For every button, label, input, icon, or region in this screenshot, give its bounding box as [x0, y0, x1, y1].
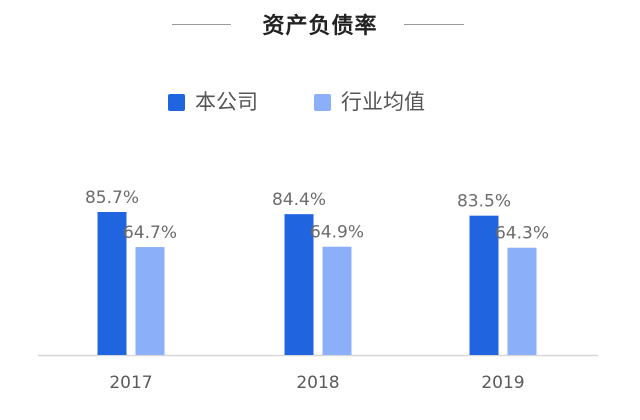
legend-swatch-industry: [314, 93, 331, 111]
chart-title: 资产负债率: [262, 14, 378, 39]
value-label-industry-2017: 64.7%: [123, 223, 177, 243]
legend-item-industry: 行业均值: [314, 88, 425, 116]
bar-company-2017: [97, 212, 127, 355]
bar-industry-2019: [507, 247, 537, 355]
value-label-company-2018: 84.4%: [272, 190, 326, 210]
bar-company-2019: [469, 215, 499, 355]
legend-label-industry: 行业均值: [341, 90, 425, 114]
value-label-company-2017: 85.7%: [85, 188, 139, 208]
value-label-company-2019: 83.5%: [457, 192, 511, 212]
x-tick-label-2017: 2017: [109, 373, 152, 393]
legend-swatch-company: [168, 93, 185, 111]
x-tick-label-2018: 2018: [296, 373, 339, 393]
legend-item-company: 本公司: [168, 88, 258, 116]
chart-header: 资产负债率: [0, 0, 640, 50]
bar-industry-2018: [322, 246, 352, 355]
title-divider-left: [172, 24, 231, 25]
bar-industry-2017: [135, 247, 165, 355]
value-label-industry-2019: 64.3%: [495, 224, 549, 244]
x-tick-label-2019: 2019: [481, 373, 524, 393]
legend-label-company: 本公司: [195, 90, 258, 114]
title-divider-right: [404, 24, 464, 25]
bar-company-2018: [284, 214, 314, 355]
chart-legend: 本公司 行业均值: [0, 88, 640, 116]
value-label-industry-2018: 64.9%: [310, 223, 364, 243]
